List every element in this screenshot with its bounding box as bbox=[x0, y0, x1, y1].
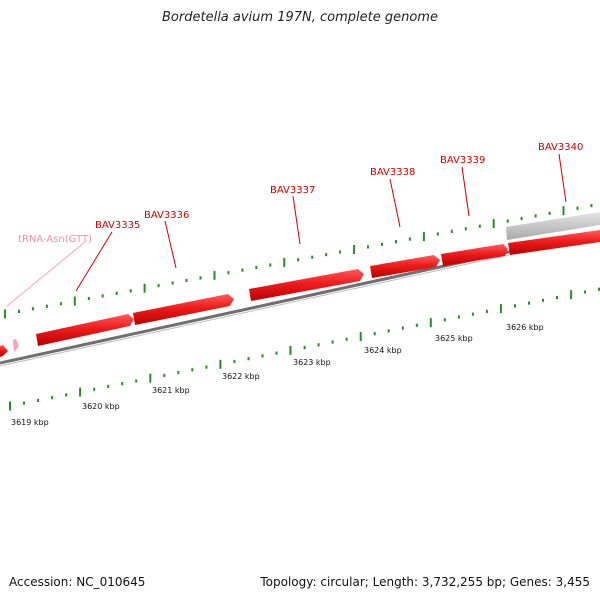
genome-summary-text: Topology: circular; Length: 3,732,255 bp… bbox=[260, 575, 590, 589]
scale-label-3624: 3624 kbp bbox=[364, 346, 402, 355]
feature-label-bav3335: BAV3335 bbox=[95, 220, 140, 231]
lower-tick-track bbox=[9, 287, 600, 411]
scale-label-3623: 3623 kbp bbox=[293, 358, 331, 367]
trna-arrow bbox=[13, 339, 19, 352]
gene-arrow-bav3339 bbox=[441, 244, 508, 266]
gene-arrows bbox=[0, 230, 600, 357]
feature-labels: tRNA-Asn(GTT) BAV3335 BAV3336 BAV3337 BA… bbox=[18, 142, 583, 245]
scale-label-3620: 3620 kbp bbox=[82, 402, 120, 411]
accession-text: Accession: NC_010645 bbox=[9, 575, 146, 589]
gene-arrow-bav3337 bbox=[249, 269, 364, 301]
gene-arrow-left-edge bbox=[0, 345, 8, 357]
scale-label-3622: 3622 kbp bbox=[222, 372, 260, 381]
upper-tick-track bbox=[4, 204, 593, 319]
scale-label-3619: 3619 kbp bbox=[11, 418, 49, 427]
feature-label-trna-asn: tRNA-Asn(GTT) bbox=[18, 234, 92, 245]
map-title: Bordetella avium 197N, complete genome bbox=[162, 10, 438, 25]
gene-arrow-bav3336 bbox=[133, 294, 234, 325]
feature-label-bav3336: BAV3336 bbox=[144, 210, 189, 221]
feature-label-bav3338: BAV3338 bbox=[370, 167, 415, 178]
scale-label-3625: 3625 kbp bbox=[435, 334, 473, 343]
scale-label-3621: 3621 kbp bbox=[152, 386, 190, 395]
scale-label-3626: 3626 kbp bbox=[506, 323, 544, 332]
feature-label-bav3339: BAV3339 bbox=[440, 155, 485, 166]
scale-labels: 3619 kbp 3620 kbp 3621 kbp 3622 kbp 3623… bbox=[11, 323, 544, 427]
label-leader-lines bbox=[6, 153, 567, 307]
feature-label-bav3337: BAV3337 bbox=[270, 185, 315, 196]
feature-label-bav3340: BAV3340 bbox=[538, 142, 583, 153]
gene-arrow-bav3335 bbox=[36, 314, 134, 346]
grey-feature bbox=[506, 212, 600, 240]
gene-arrow-bav3340 bbox=[508, 230, 600, 255]
gene-arrow-bav3338 bbox=[370, 255, 440, 278]
